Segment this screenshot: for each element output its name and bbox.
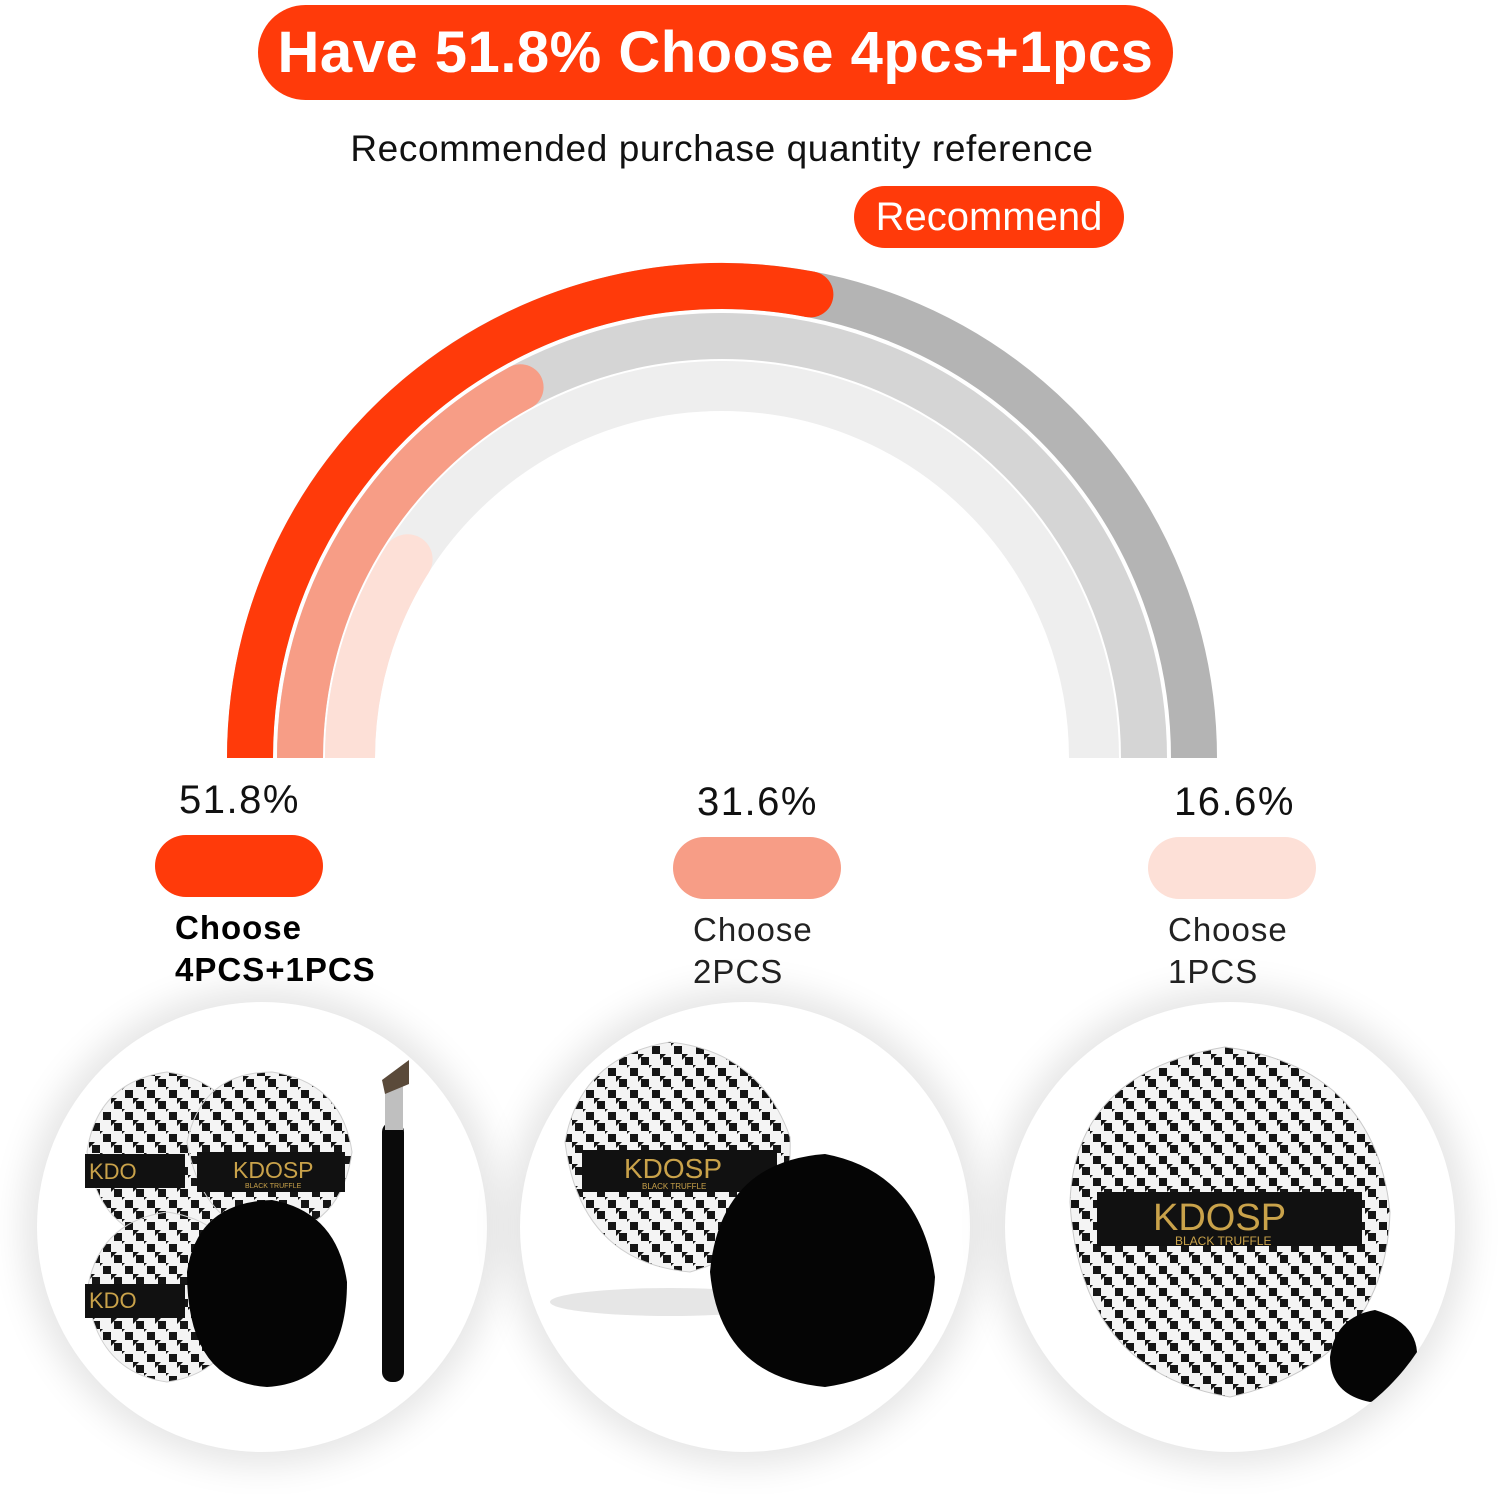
legend-swatch-2 [673,837,841,899]
product-photo-2: KDOSP BLACK TRUFFLE [520,1002,970,1452]
option-percent: 31.6% [697,780,818,824]
product-set-2-icon: KDOSP BLACK TRUFFLE [550,1041,935,1387]
recommend-badge: Recommend [854,186,1124,248]
option-percent: 51.8% [179,778,300,822]
option-percent: 16.6% [1174,780,1295,824]
svg-text:BLACK TRUFFLE: BLACK TRUFFLE [1175,1234,1271,1248]
svg-text:KDO: KDO [89,1159,137,1184]
option-label: Choose 4PCS+1PCS [175,909,376,988]
legend-swatch-4plus1 [155,835,323,897]
option-label: Choose 2PCS [693,911,813,990]
option-1: 16.6% Choose 1PCS [1148,780,1488,993]
legend-swatch-1 [1148,837,1316,899]
gauge-ring-2-cap [497,364,544,411]
percentage-gauge [227,263,1217,759]
svg-text:KDOSP: KDOSP [233,1157,314,1183]
product-photo-4plus1: KDO KDOSP BLACK TRUFFLE KDO [37,1002,487,1452]
svg-text:KDO: KDO [89,1288,137,1313]
option-4plus1: 51.8% Choose 4PCS+1PCS [155,778,495,991]
svg-text:BLACK TRUFFLE: BLACK TRUFFLE [245,1183,302,1190]
gauge-ring-1-cap [382,534,433,585]
option-label: Choose 1PCS [1168,911,1288,990]
gauge-ring-4plus1-cap [787,271,834,318]
subtitle: Recommended purchase quantity reference [350,128,1094,169]
headline-banner: Have 51.8% Choose 4pcs+1pcs [258,5,1173,100]
product-photo-1: KDOSP BLACK TRUFFLE [1005,1002,1455,1452]
svg-text:KDOSP: KDOSP [624,1153,722,1184]
gauge-ring-4plus1-fill [227,263,815,759]
svg-text:BLACK TRUFFLE: BLACK TRUFFLE [642,1182,706,1191]
product-set-1-icon: KDOSP BLACK TRUFFLE [1069,1046,1417,1402]
svg-text:KDOSP: KDOSP [1153,1197,1286,1239]
product-set-4plus1-icon: KDO KDOSP BLACK TRUFFLE KDO [85,1060,409,1387]
option-2: 31.6% Choose 2PCS [673,780,1013,993]
gauge-ring-2-fill [277,366,532,759]
